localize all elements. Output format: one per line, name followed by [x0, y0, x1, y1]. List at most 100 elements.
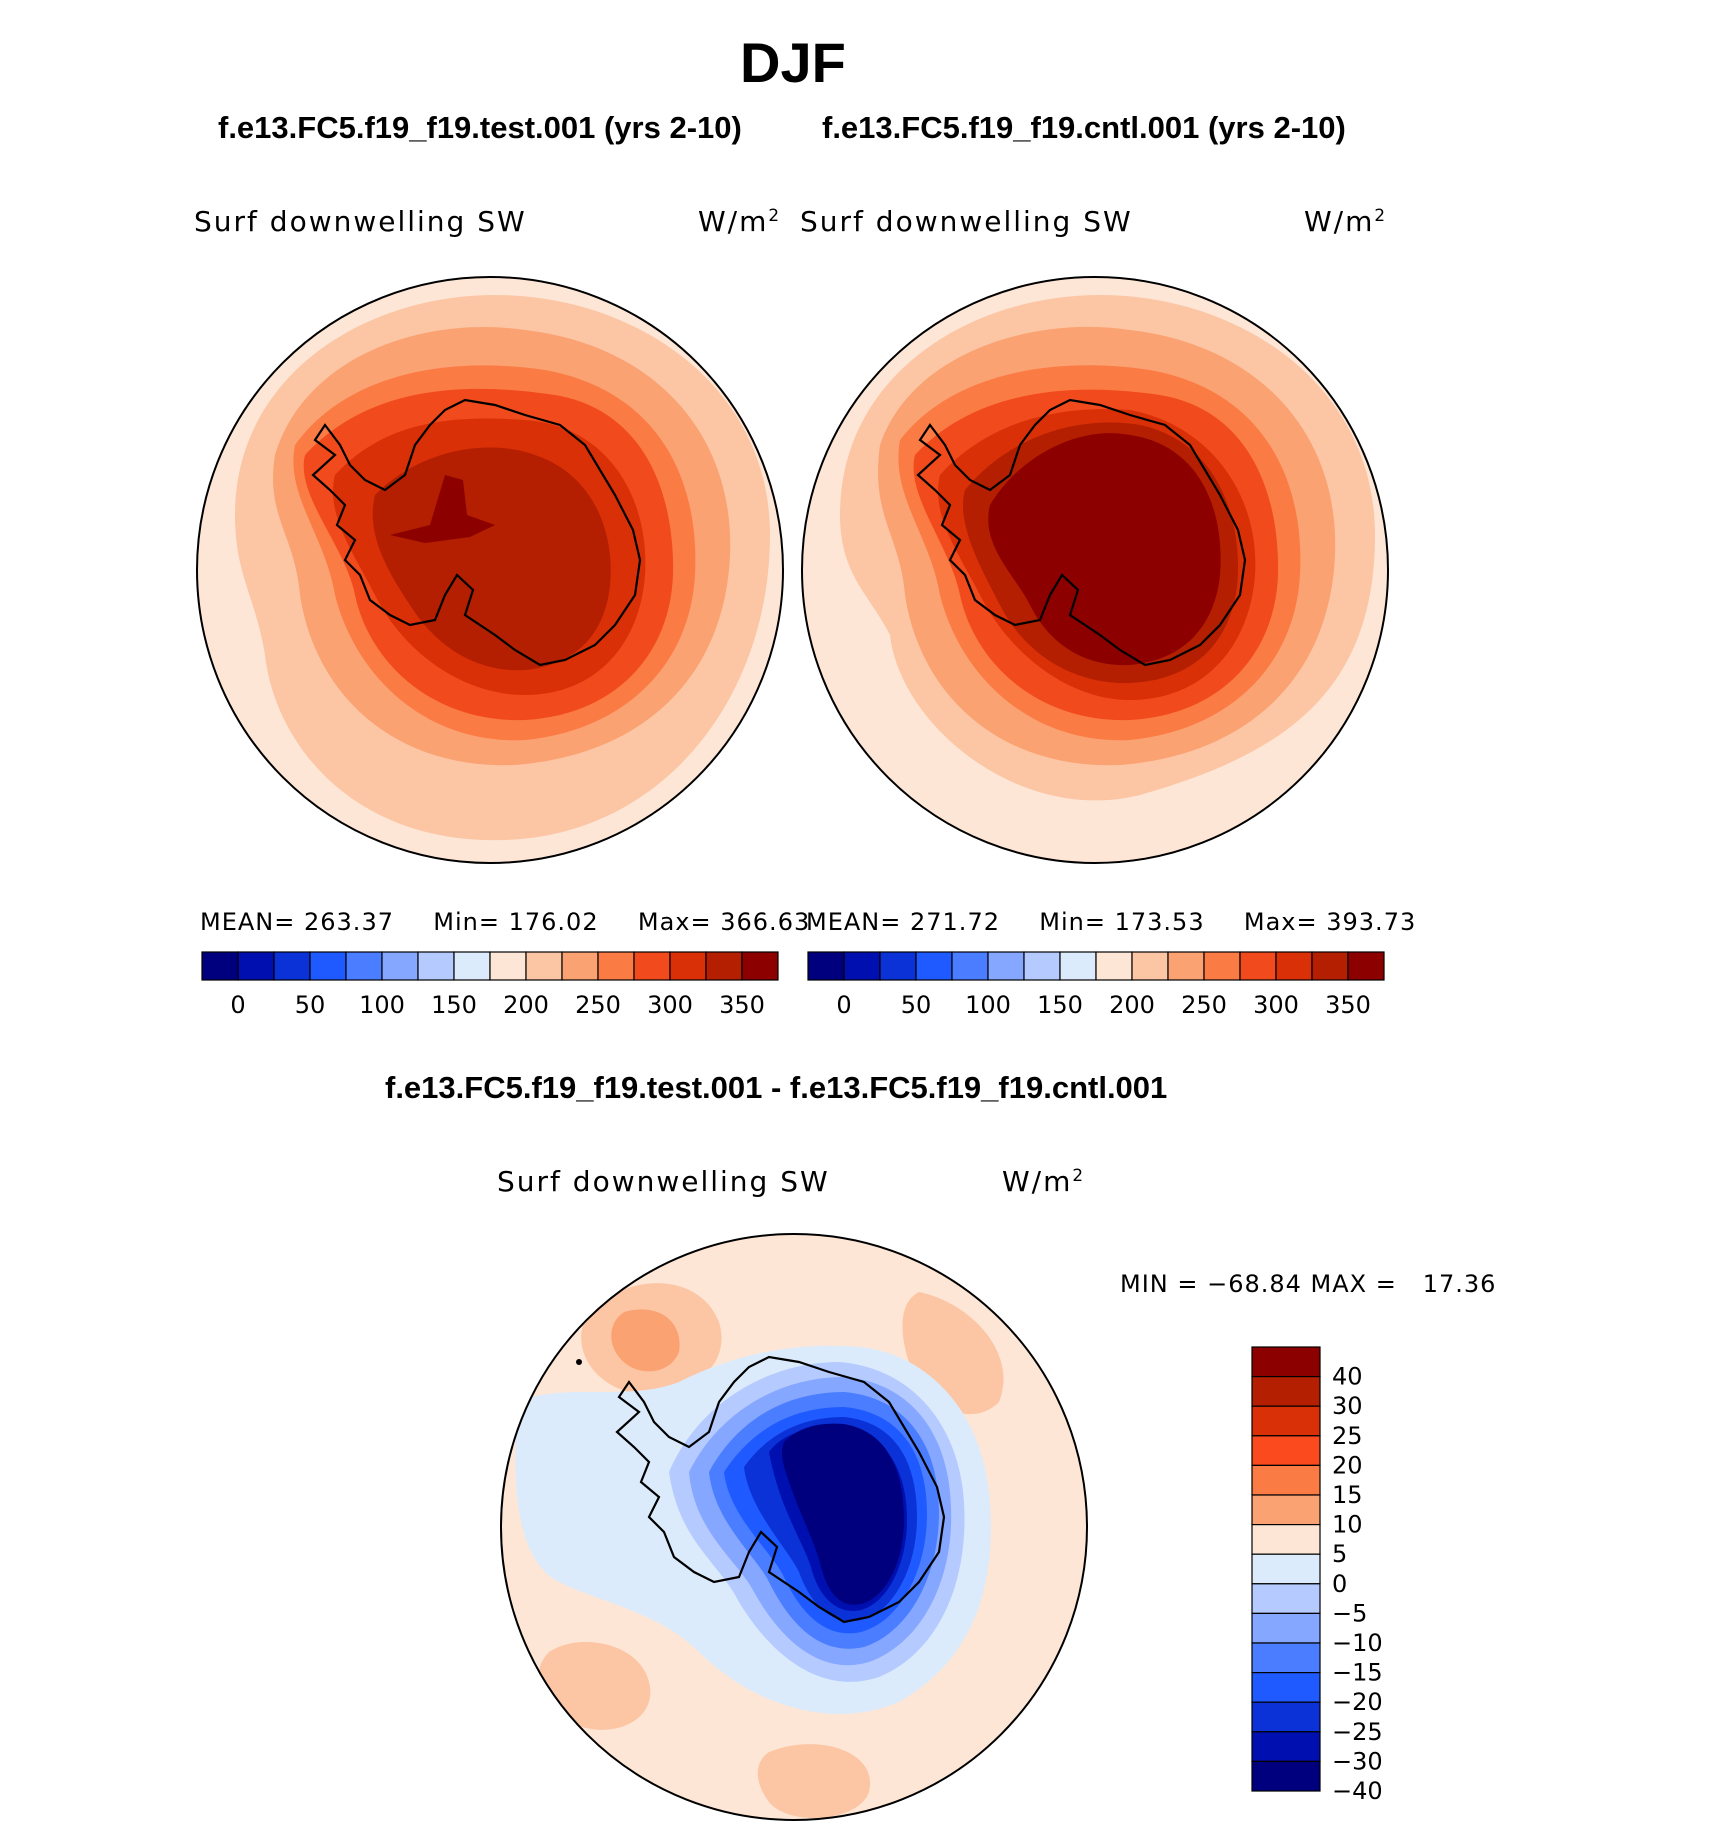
- cntl-max-value: 393.73: [1326, 908, 1417, 936]
- cntl-colorbar: 0 50 100 150 200 250 300 350: [807, 951, 1385, 1019]
- colorbar-box: [201, 951, 239, 981]
- colorbar-box: [1251, 1524, 1321, 1555]
- colorbar-tick-label: 100: [965, 991, 1011, 1019]
- colorbar-tick-label: 10: [1332, 1511, 1363, 1539]
- colorbar-box: [1251, 1346, 1321, 1378]
- colorbar-box: [345, 951, 383, 981]
- colorbar-tick-label: −5: [1332, 1599, 1367, 1627]
- colorbar-box: [453, 951, 491, 981]
- colorbar-box: [1275, 951, 1313, 981]
- colorbar-box: [1347, 951, 1385, 981]
- diff-minmax: MIN = −68.84 MAX = 17.36: [1120, 1270, 1497, 1298]
- colorbar-box: [879, 951, 917, 981]
- colorbar-tick-label: 300: [647, 991, 693, 1019]
- colorbar-tick-label: 50: [295, 991, 326, 1019]
- colorbar-box: [1059, 951, 1097, 981]
- colorbar-box: [1251, 1701, 1321, 1733]
- test-units-label: W/m2: [698, 204, 782, 238]
- test-max-value: 366.63: [720, 908, 811, 936]
- colorbar-tick-label: 0: [230, 991, 245, 1019]
- colorbar-box: [669, 951, 707, 981]
- colorbar-box: [1251, 1494, 1321, 1526]
- cntl-max-label: Max=: [1243, 908, 1318, 936]
- colorbar-box: [489, 951, 527, 981]
- colorbar-box: [237, 951, 275, 981]
- colorbar-box: [1251, 1612, 1321, 1644]
- test-field-max: [390, 475, 495, 543]
- colorbar-tick-label: 30: [1332, 1392, 1363, 1420]
- colorbar-box: [1251, 1376, 1321, 1407]
- colorbar-tick-label: −15: [1332, 1659, 1383, 1687]
- diff-coastline: [615, 1355, 946, 1624]
- diff-case-title: f.e13.FC5.f19_f19.test.001 - f.e13.FC5.f…: [385, 1070, 1168, 1105]
- colorbar-box: [633, 951, 671, 981]
- test-mean-value: 263.37: [304, 908, 394, 936]
- test-map-border: [196, 276, 784, 864]
- test-case-title: f.e13.FC5.f19_f19.test.001 (yrs 2-10): [218, 110, 742, 145]
- test-field-continent: [372, 447, 611, 671]
- test-variable-label: Surf downwelling SW: [194, 205, 527, 238]
- colorbar-tick-label: −30: [1332, 1747, 1383, 1775]
- colorbar-box: [1251, 1583, 1321, 1615]
- cntl-min-label: Min=: [1039, 908, 1106, 936]
- colorbar-box: [1251, 1435, 1321, 1467]
- colorbar-tick-label: 40: [1332, 1363, 1363, 1391]
- test-island-mark: [272, 339, 278, 345]
- diff-map-border: [500, 1233, 1088, 1821]
- test-polar-map: [196, 276, 784, 864]
- colorbar-box: [1239, 951, 1277, 981]
- colorbar-box: [309, 951, 347, 981]
- colorbar-tick-label: 0: [836, 991, 851, 1019]
- test-stats: MEAN= 263.37 Min= 176.02 Max= 366.63: [200, 908, 810, 936]
- colorbar-tick-label: 20: [1332, 1451, 1363, 1479]
- cntl-stats: MEAN= 271.72 Min= 173.53 Max= 393.73: [806, 908, 1416, 936]
- colorbar-tick-label: −10: [1332, 1629, 1383, 1657]
- diff-field-min: [781, 1423, 904, 1605]
- colorbar-tick-label: 15: [1332, 1481, 1363, 1509]
- cntl-island-mark: [877, 339, 883, 345]
- test-colorbar: 0 50 100 150 200 250 300 350: [201, 951, 779, 1019]
- cntl-units-label: W/m2: [1304, 204, 1388, 238]
- diff-field-pos-sw: [538, 1642, 651, 1730]
- colorbar-tick-label: 150: [1037, 991, 1083, 1019]
- cntl-case-title: f.e13.FC5.f19_f19.cntl.001 (yrs 2-10): [822, 110, 1346, 145]
- colorbar-tick-label: 5: [1332, 1540, 1347, 1568]
- colorbar-box: [597, 951, 635, 981]
- colorbar-tick-label: −40: [1332, 1777, 1383, 1805]
- test-min-label: Min=: [433, 908, 500, 936]
- colorbar-box: [1251, 1405, 1321, 1437]
- colorbar-tick-label: 250: [575, 991, 621, 1019]
- diff-units-label: W/m2: [1002, 1164, 1086, 1198]
- colorbar-box: [1131, 951, 1169, 981]
- season-title: DJF: [740, 31, 846, 94]
- colorbar-tick-label: 300: [1253, 991, 1299, 1019]
- diff-field-pos-s: [757, 1744, 871, 1819]
- diff-polar-map: [500, 1233, 1088, 1821]
- colorbar-tick-label: 350: [1325, 991, 1371, 1019]
- colorbar-box: [1311, 951, 1349, 981]
- cntl-variable-label: Surf downwelling SW: [800, 205, 1133, 238]
- colorbar-box: [1023, 951, 1061, 981]
- cntl-map-border: [801, 276, 1389, 864]
- colorbar-box: [1251, 1760, 1321, 1792]
- colorbar-tick-label: 150: [431, 991, 477, 1019]
- colorbar-box: [1167, 951, 1205, 981]
- colorbar-tick-label: 100: [359, 991, 405, 1019]
- colorbar-box: [1251, 1553, 1321, 1585]
- colorbar-box: [1251, 1642, 1321, 1674]
- colorbar-tick-label: 250: [1181, 991, 1227, 1019]
- cntl-coastline: [916, 398, 1247, 667]
- colorbar-tick-label: 0: [1332, 1570, 1347, 1598]
- colorbar-box: [843, 951, 881, 981]
- test-max-label: Max=: [637, 908, 712, 936]
- colorbar-box: [381, 951, 419, 981]
- colorbar-box: [1251, 1672, 1321, 1703]
- colorbar-tick-label: 350: [719, 991, 765, 1019]
- colorbar-box: [705, 951, 743, 981]
- colorbar-tick-label: 200: [1109, 991, 1155, 1019]
- diff-island-mark: [576, 1359, 582, 1365]
- test-coastline: [311, 398, 642, 667]
- colorbar-box: [951, 951, 989, 981]
- colorbar-box: [741, 951, 779, 981]
